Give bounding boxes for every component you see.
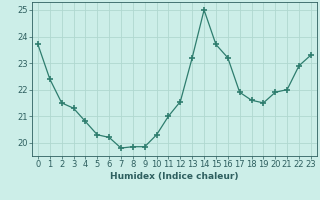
X-axis label: Humidex (Indice chaleur): Humidex (Indice chaleur) xyxy=(110,172,239,181)
